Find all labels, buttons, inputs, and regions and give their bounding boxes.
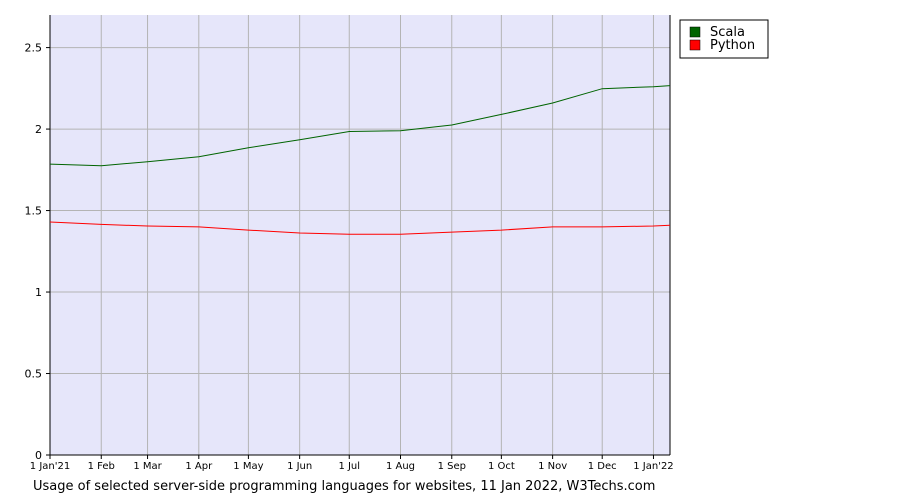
x-tick-label: 1 Jan'21: [30, 461, 70, 472]
chart-caption: Usage of selected server-side programmin…: [33, 479, 655, 494]
y-tick-label: 0.5: [25, 368, 43, 381]
series-line: [49, 85, 671, 167]
x-tick-label: 1 Jan'22: [633, 461, 673, 472]
x-tick-label: 1 Mar: [133, 461, 162, 472]
x-tick-label: 1 Dec: [588, 461, 617, 472]
plot-background: [50, 15, 670, 455]
y-tick-label: 1.5: [25, 205, 43, 218]
legend-swatch: [689, 26, 701, 38]
x-tick-label: 1 Sep: [438, 461, 466, 472]
y-tick-label: 1: [35, 286, 42, 299]
series-line: [49, 221, 671, 235]
y-tick-label: 0: [35, 449, 42, 462]
x-tick-label: 1 Jul: [338, 461, 360, 472]
x-tick-label: 1 Feb: [88, 461, 115, 472]
y-tick-label: 2.5: [25, 42, 43, 55]
legend-swatch: [689, 39, 701, 51]
x-tick-label: 1 May: [233, 461, 263, 472]
x-tick-label: 1 Aug: [386, 461, 415, 472]
x-tick-label: 1 Apr: [185, 461, 213, 472]
legend-label: Scala: [710, 25, 745, 40]
legend-label: Python: [710, 38, 755, 53]
legend-box: [679, 19, 769, 59]
x-tick-label: 1 Jun: [287, 461, 312, 472]
y-tick-label: 2: [35, 123, 42, 136]
x-tick-label: 1 Oct: [488, 461, 515, 472]
x-tick-label: 1 Nov: [538, 461, 567, 472]
